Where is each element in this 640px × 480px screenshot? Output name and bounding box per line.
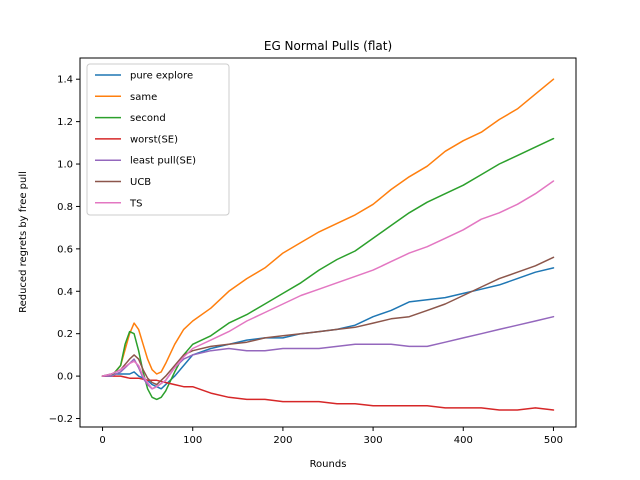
y-tick-label: 0.2 <box>57 329 73 340</box>
series-line-6 <box>101 180 555 390</box>
legend-label-0: pure explore <box>130 71 193 82</box>
y-axis-label: Reduced regrets by free pull <box>18 171 29 313</box>
x-tick-label: 400 <box>454 435 473 446</box>
series-line-2 <box>101 137 555 401</box>
legend-label-2: second <box>130 113 166 124</box>
x-axis-label: Rounds <box>310 459 347 470</box>
legend: pure explore same second worst(SE) least pul… <box>86 63 230 216</box>
y-tick-label: −0.2 <box>49 414 73 425</box>
y-tick-label: 1.4 <box>57 75 73 86</box>
series-line-0 <box>101 267 555 390</box>
plot-frame <box>79 57 577 428</box>
legend-label-4: least pull(SE) <box>130 156 196 167</box>
x-tick-label: 0 <box>99 435 105 446</box>
series-line-3 <box>101 375 555 411</box>
y-tick-label: 0.4 <box>57 287 73 298</box>
y-tick-label: 1.2 <box>57 117 73 128</box>
legend-label-6: TS <box>129 198 142 209</box>
x-tick-label: 200 <box>273 435 292 446</box>
y-tick-label: 0.8 <box>57 202 73 213</box>
series-layer <box>101 78 555 411</box>
series-line-4 <box>101 315 555 390</box>
x-axis: 0 100 200 300 400 500 <box>99 427 563 446</box>
x-tick-label: 500 <box>544 435 563 446</box>
x-tick-label: 100 <box>183 435 202 446</box>
legend-label-1: same <box>130 92 157 103</box>
y-axis: −0.2 0.0 0.2 0.4 0.6 0.8 1.0 1.2 1.4 <box>49 75 80 425</box>
legend-label-5: UCB <box>130 177 151 188</box>
x-tick-label: 300 <box>364 435 383 446</box>
series-line-5 <box>101 256 555 386</box>
y-tick-label: 1.0 <box>57 160 73 171</box>
y-tick-label: 0.6 <box>57 244 73 255</box>
legend-label-3: worst(SE) <box>130 134 178 145</box>
chart-title: EG Normal Pulls (flat) <box>264 39 392 53</box>
series-line-1 <box>101 78 555 377</box>
legend-box <box>86 63 230 216</box>
y-tick-label: 0.0 <box>57 372 73 383</box>
